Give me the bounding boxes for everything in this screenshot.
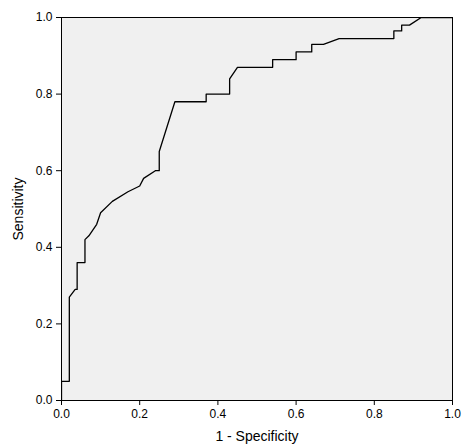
- svg-text:0.2: 0.2: [131, 407, 148, 421]
- svg-text:0.0: 0.0: [36, 393, 53, 407]
- svg-text:0.8: 0.8: [36, 87, 53, 101]
- svg-text:0.2: 0.2: [36, 317, 53, 331]
- svg-text:0.6: 0.6: [288, 407, 305, 421]
- svg-text:Sensitivity: Sensitivity: [10, 177, 26, 240]
- svg-text:1.0: 1.0: [36, 10, 53, 24]
- svg-text:0.8: 0.8: [366, 407, 383, 421]
- svg-text:1.0: 1.0: [444, 407, 461, 421]
- svg-text:1 - Specificity: 1 - Specificity: [215, 428, 298, 444]
- svg-text:0.4: 0.4: [36, 240, 53, 254]
- svg-text:0.4: 0.4: [210, 407, 227, 421]
- svg-text:0.6: 0.6: [36, 164, 53, 178]
- svg-text:0.0: 0.0: [53, 407, 70, 421]
